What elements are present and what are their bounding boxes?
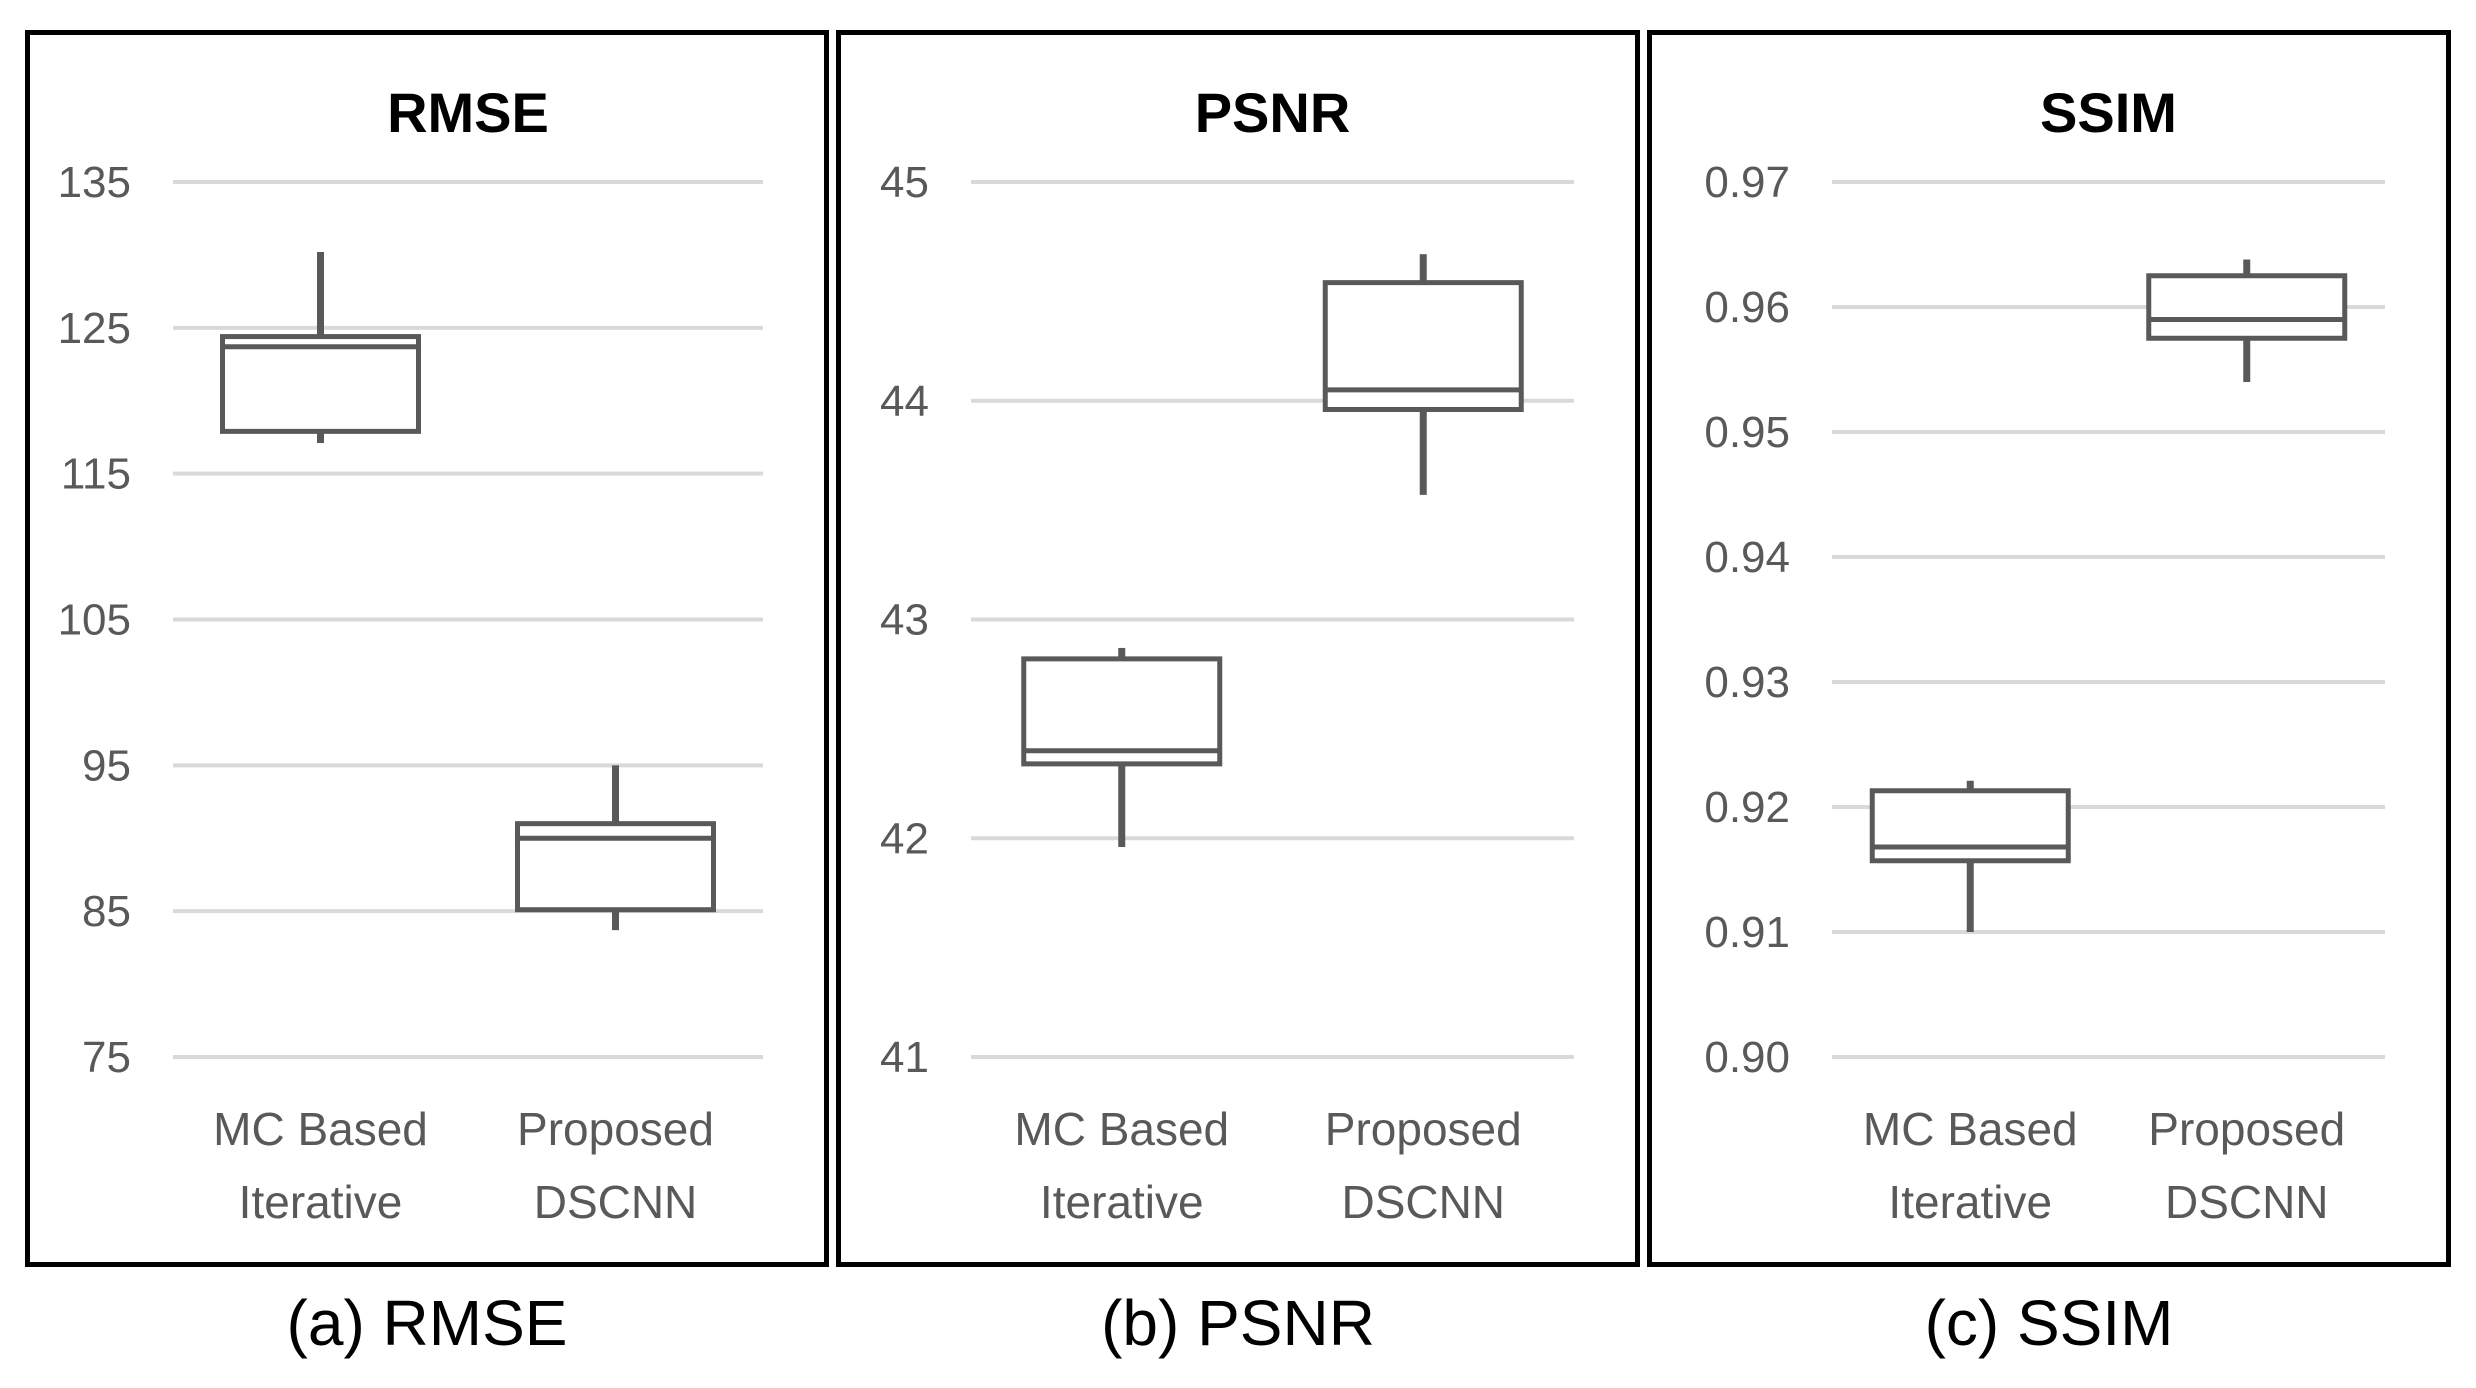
iqr-box [220, 334, 421, 434]
iqr-box [2146, 273, 2348, 341]
caption-rmse: (a) RMSE [286, 1287, 568, 1359]
panel-rmse: 135 125 115 105 95 85 75 RMSE MC Based Iterative P… [25, 30, 829, 1267]
iqr-box [1869, 788, 2071, 864]
y-tick-label: 75 [82, 1033, 131, 1082]
y-tick-label: 0.97 [1704, 158, 1790, 207]
y-tick-label: 0.92 [1704, 783, 1790, 832]
x-category-label: DSCNN [1341, 1176, 1505, 1228]
y-tick-label: 85 [82, 887, 131, 936]
x-category-label: DSCNN [534, 1176, 698, 1228]
panel-title: PSNR [1195, 81, 1351, 144]
y-tick-label: 42 [880, 814, 929, 863]
caption-psnr: (b) PSNR [1101, 1287, 1375, 1359]
y-tick-label: 105 [58, 596, 131, 645]
y-tick-label: 44 [880, 377, 929, 426]
x-category-label: Proposed [517, 1103, 714, 1155]
y-tick-label: 45 [880, 158, 929, 207]
x-category-label: Proposed [1325, 1103, 1522, 1155]
box-proposed-dscnn [2146, 259, 2348, 382]
y-tick-label: 95 [82, 741, 131, 790]
boxplot-psnr: 45 44 43 42 41 PSNR MC Based Iterative Proposed D… [880, 81, 1574, 1228]
panel-ssim: 0.97 0.96 0.95 0.94 0.93 0.92 0.91 0.90 SSIM MC B… [1647, 30, 2451, 1267]
y-tick-label: 0.90 [1704, 1033, 1790, 1082]
x-category-label: Iterative [1888, 1176, 2052, 1228]
x-category-label: Iterative [1040, 1176, 1204, 1228]
y-tick-label: 43 [880, 596, 929, 645]
box-proposed-dscnn [515, 765, 716, 931]
y-tick-label: 0.95 [1704, 408, 1790, 457]
x-category-label: MC Based [213, 1103, 428, 1155]
x-category-label: Iterative [239, 1176, 403, 1228]
y-tick-label: 0.93 [1704, 658, 1790, 707]
iqr-box [1021, 656, 1223, 767]
x-category-label: DSCNN [2165, 1176, 2329, 1228]
box-mc-based-iterative [1869, 780, 2071, 932]
x-category-label: MC Based [1863, 1103, 2078, 1155]
box-proposed-dscnn [1322, 254, 1524, 495]
panel-title: SSIM [2040, 81, 2177, 144]
box-mc-based-iterative [220, 252, 421, 444]
y-tick-label: 0.91 [1704, 908, 1790, 957]
y-tick-label: 115 [61, 450, 131, 499]
boxplot-rmse: 135 125 115 105 95 85 75 RMSE MC Based Iterative P… [58, 81, 763, 1228]
boxplot-ssim: 0.97 0.96 0.95 0.94 0.93 0.92 0.91 0.90 SSIM MC B… [1704, 81, 2385, 1228]
y-tick-label: 41 [880, 1033, 929, 1082]
panel-psnr: 45 44 43 42 41 PSNR MC Based Iterative Proposed D… [836, 30, 1640, 1267]
y-tick-label: 0.94 [1704, 533, 1790, 582]
y-tick-label: 135 [58, 158, 131, 207]
x-category-label: Proposed [2148, 1103, 2345, 1155]
y-tick-label: 0.96 [1704, 283, 1790, 332]
x-category-label: MC Based [1014, 1103, 1229, 1155]
panel-title: RMSE [387, 81, 549, 144]
box-mc-based-iterative [1021, 647, 1223, 847]
y-tick-label: 125 [58, 304, 131, 353]
caption-ssim: (c) SSIM [1924, 1287, 2174, 1359]
